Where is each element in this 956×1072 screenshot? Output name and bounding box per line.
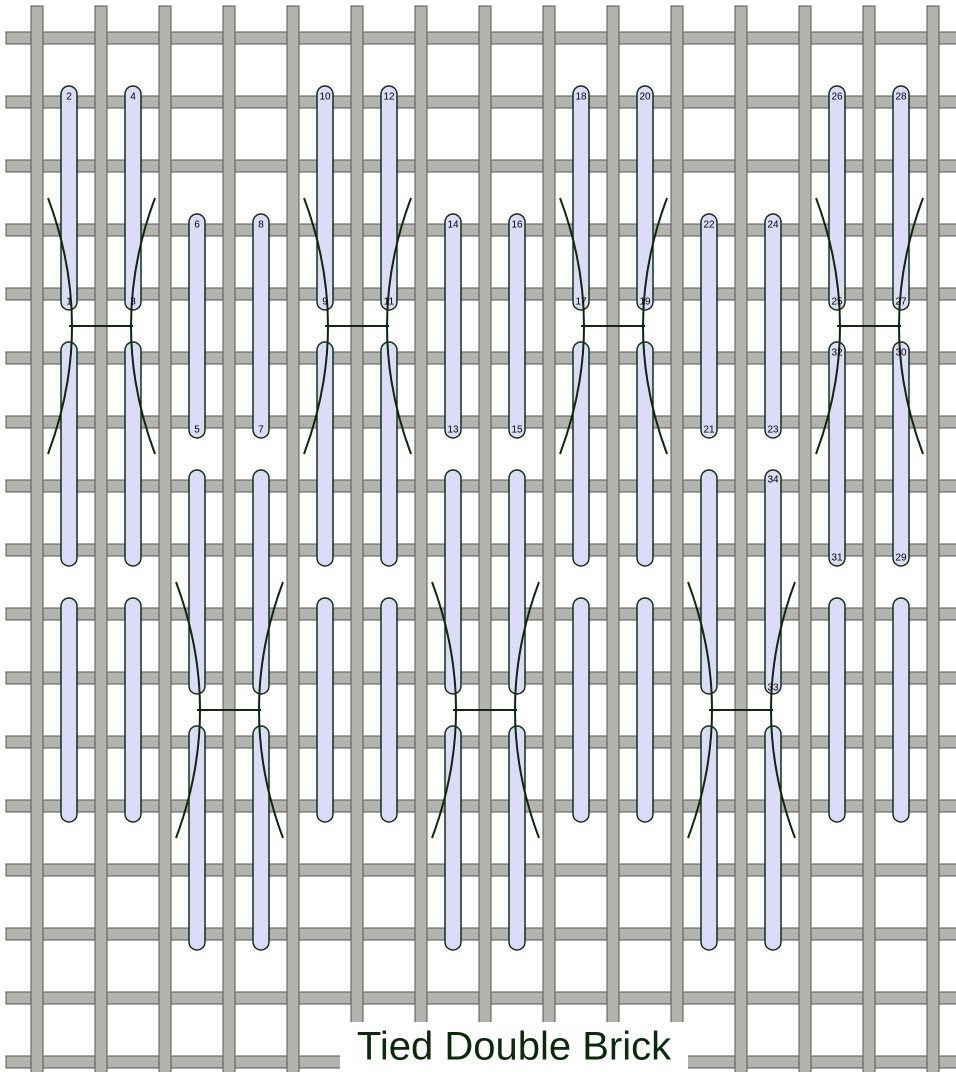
thread	[542, 5, 556, 1072]
hole-number: 23	[767, 425, 779, 436]
stitch	[764, 213, 782, 439]
hole-number: 4	[130, 92, 136, 103]
stitch	[380, 85, 398, 311]
tie-arc	[687, 581, 713, 839]
thread	[926, 5, 940, 1072]
hole-number: 9	[322, 297, 328, 308]
hole-number: 30	[895, 348, 907, 359]
thread	[286, 5, 300, 1072]
hole-number: 7	[258, 425, 264, 436]
stitch	[636, 341, 654, 567]
thread	[350, 5, 364, 1072]
thread	[862, 5, 876, 1072]
hole-number: 19	[639, 297, 651, 308]
stitch	[892, 85, 910, 311]
hole-number: 33	[767, 683, 779, 694]
stitch	[636, 85, 654, 311]
hole-number: 25	[831, 297, 843, 308]
tie-arc	[303, 197, 329, 455]
stitch	[508, 469, 526, 695]
tie-arc	[47, 197, 73, 455]
hole-number: 11	[384, 297, 395, 308]
stitch	[252, 469, 270, 695]
stitch	[636, 597, 654, 823]
tie-arc	[559, 197, 585, 455]
hole-number: 5	[194, 425, 200, 436]
title-box	[340, 1022, 688, 1072]
stitch	[124, 341, 142, 567]
hole-number: 27	[895, 297, 907, 308]
tie-arc	[175, 581, 201, 839]
hole-number: 6	[194, 220, 200, 231]
stitch	[252, 213, 270, 439]
stitch	[444, 213, 462, 439]
thread	[734, 5, 748, 1072]
tie-arc	[258, 581, 284, 839]
hole-number: 34	[767, 475, 779, 486]
thread	[222, 5, 236, 1072]
thread	[670, 5, 684, 1072]
hole-number: 16	[511, 220, 523, 231]
hole-number: 24	[767, 220, 779, 231]
stitch	[892, 597, 910, 823]
tie-arc	[431, 581, 457, 839]
stitch	[124, 597, 142, 823]
hole-number: 12	[383, 92, 395, 103]
thread	[158, 5, 172, 1072]
stitch	[508, 213, 526, 439]
hole-number: 3	[130, 297, 136, 308]
thread	[478, 5, 492, 1072]
stitch	[380, 341, 398, 567]
stitch	[764, 469, 782, 695]
hole-number: 14	[447, 220, 459, 231]
hole-number: 10	[319, 92, 331, 103]
hole-number: 28	[895, 92, 907, 103]
hole-number: 1	[66, 297, 72, 308]
thread	[414, 5, 428, 1072]
hole-numbers: 1234567891011121314151617181920212223242…	[66, 92, 907, 694]
stitch	[380, 597, 398, 823]
stitch	[700, 213, 718, 439]
stitch	[60, 597, 78, 823]
tie-arc	[770, 581, 796, 839]
tie-arc	[514, 581, 540, 839]
tie-arc	[898, 197, 924, 455]
stitch	[828, 597, 846, 823]
stitch	[252, 725, 270, 951]
tie-arc	[815, 197, 841, 455]
hole-number: 15	[511, 425, 523, 436]
hole-number: 18	[575, 92, 587, 103]
stitches	[60, 85, 910, 951]
hole-number: 22	[703, 220, 715, 231]
stitch	[764, 725, 782, 951]
hole-number: 21	[703, 425, 715, 436]
stitch	[316, 597, 334, 823]
hole-number: 26	[831, 92, 843, 103]
diagram-title: Tied Double Brick	[357, 1025, 672, 1069]
tie-arc	[642, 197, 668, 455]
stitch	[188, 213, 206, 439]
tie-arc	[130, 197, 156, 455]
hole-number: 8	[258, 220, 264, 231]
hole-number: 17	[575, 297, 587, 308]
hole-number: 2	[66, 92, 72, 103]
hole-number: 13	[447, 425, 459, 436]
hole-number: 31	[831, 553, 843, 564]
tie-arc	[386, 197, 412, 455]
ties	[47, 197, 924, 839]
thread	[798, 5, 812, 1072]
thread	[30, 5, 44, 1072]
stitch	[508, 725, 526, 951]
hole-number: 29	[895, 553, 907, 564]
thread	[606, 5, 620, 1072]
stitch	[892, 341, 910, 567]
hole-number: 20	[639, 92, 651, 103]
vertical-threads	[30, 5, 940, 1072]
stitch	[572, 597, 590, 823]
thread	[94, 5, 108, 1072]
stitch	[124, 85, 142, 311]
hole-number: 32	[831, 348, 843, 359]
